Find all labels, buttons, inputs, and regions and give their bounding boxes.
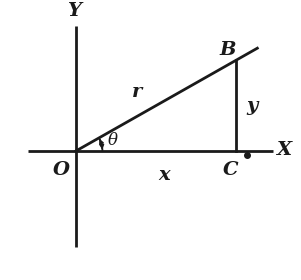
- Text: y: y: [246, 97, 258, 115]
- Text: Y: Y: [67, 2, 81, 20]
- Text: θ: θ: [108, 132, 118, 149]
- Text: r: r: [132, 83, 142, 101]
- Text: B: B: [220, 41, 236, 59]
- Text: x: x: [158, 166, 170, 184]
- Text: X: X: [276, 141, 291, 159]
- Text: C: C: [223, 161, 238, 179]
- Text: O: O: [53, 161, 70, 179]
